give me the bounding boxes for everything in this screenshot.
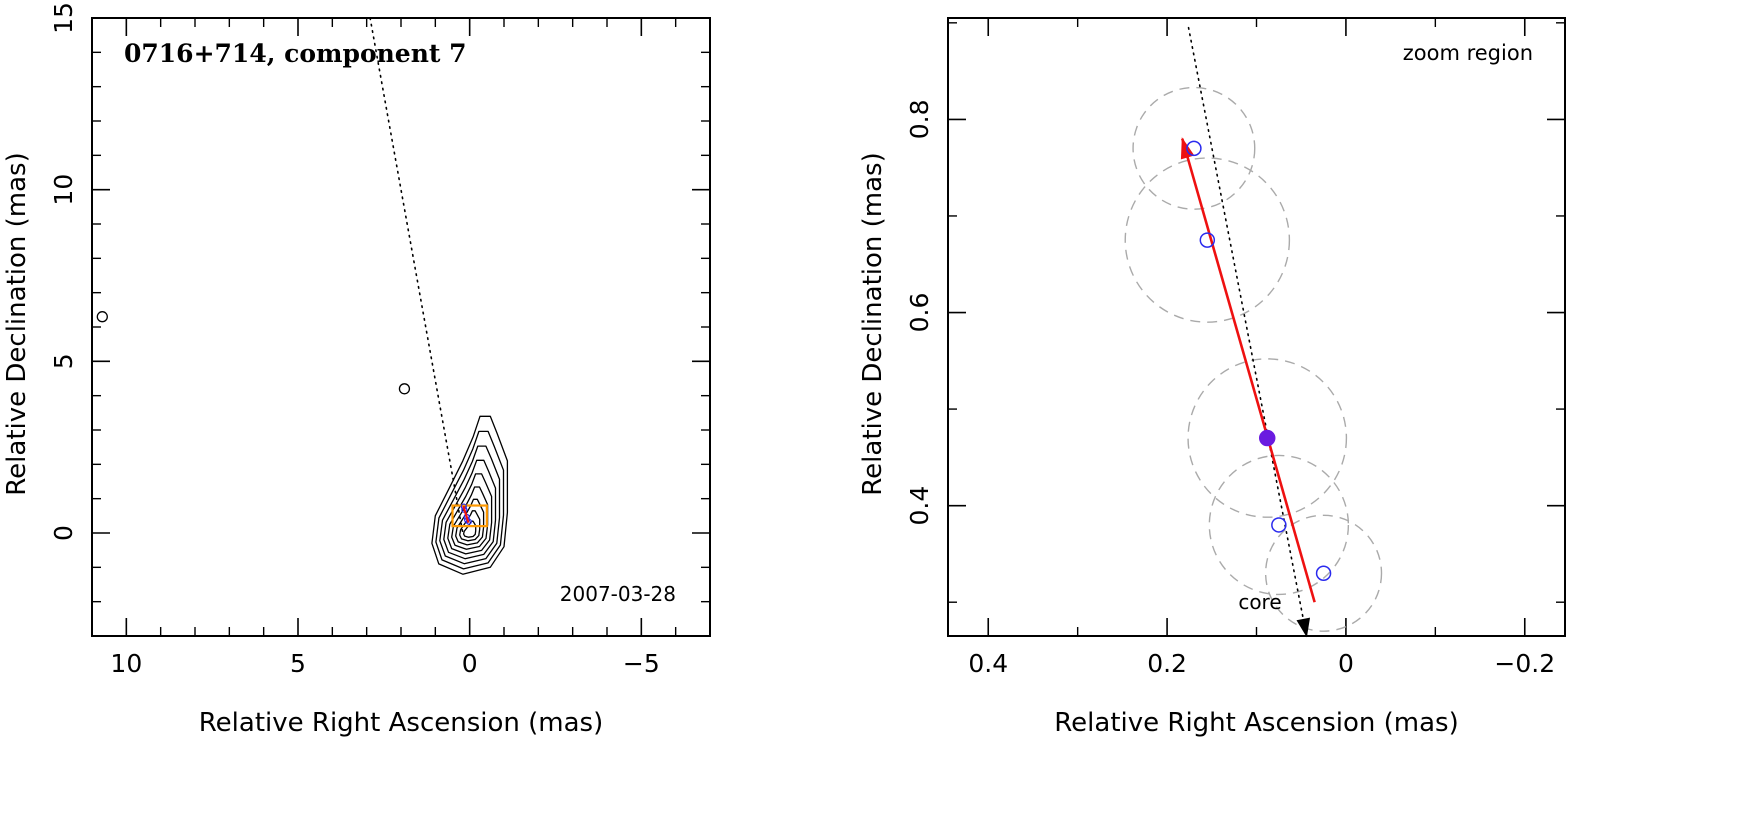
right-y-tick-label: 0.4 <box>905 486 934 526</box>
right-x-axis-label: Relative Right Ascension (mas) <box>1054 708 1458 738</box>
left-contour-line <box>435 430 505 570</box>
right-core-label: core <box>1238 590 1281 614</box>
right-component-point <box>1199 232 1216 248</box>
right-plot-content <box>1124 26 1383 638</box>
right-component-point <box>1315 565 1332 581</box>
right-plot-frame <box>947 17 1566 637</box>
right-panel: 0.4 0.2 0 −0.2 0.4 0.6 0.8 zoom region core R… <box>858 17 1566 738</box>
right-y-tick-label: 0.8 <box>905 100 934 140</box>
right-motion-vector <box>1181 138 1316 603</box>
right-component-point <box>1271 517 1287 533</box>
right-y-tick-label: 0.6 <box>905 293 934 333</box>
left-x-tick-label: 0 <box>462 649 478 678</box>
left-y-tick-label: 10 <box>49 174 78 206</box>
right-x-tick-labels: 0.4 0.2 0 −0.2 <box>968 649 1555 678</box>
left-zoom-box <box>451 504 488 528</box>
right-x-tick-label: 0.2 <box>1147 649 1187 678</box>
left-ticks <box>92 17 710 636</box>
right-x-tick-label: 0 <box>1338 649 1354 678</box>
right-error-circle <box>1208 454 1350 596</box>
left-x-tick-labels: 10 5 0 −5 <box>110 649 659 678</box>
left-contour-line <box>455 498 485 546</box>
right-x-tick-label: −0.2 <box>1494 649 1555 678</box>
right-ticks <box>948 18 1565 636</box>
right-core-arrow-head <box>1296 617 1311 638</box>
left-y-tick-label: 0 <box>49 525 78 541</box>
left-isolated-component <box>96 311 108 323</box>
left-y-axis-label: Relative Declination (mas) <box>2 152 32 495</box>
left-epoch-label: 2007-03-28 <box>560 582 676 606</box>
right-core-direction-line <box>1187 26 1308 637</box>
left-contour-line <box>431 415 509 575</box>
left-isolated-component <box>398 383 411 395</box>
left-contour-line <box>439 445 501 565</box>
right-error-circle <box>1187 358 1348 518</box>
right-error-circle <box>1264 514 1383 632</box>
right-zoom-region-label: zoom region <box>1403 41 1533 65</box>
left-y-tick-labels: 0 5 10 15 <box>49 2 78 541</box>
left-x-tick-label: 10 <box>110 649 142 678</box>
right-y-tick-labels: 0.4 0.6 0.8 <box>905 100 934 526</box>
right-x-tick-label: 0.4 <box>968 649 1008 678</box>
left-component-marker <box>465 518 472 525</box>
left-contour-line <box>451 486 489 550</box>
right-current-epoch-point <box>1258 429 1276 447</box>
right-error-circle <box>1124 157 1291 323</box>
right-error-circle <box>1132 86 1256 210</box>
left-panel: 10 5 0 −5 0 5 10 15 0716+714, component 7 2007… <box>2 2 711 738</box>
left-y-tick-label: 5 <box>49 353 78 369</box>
left-contour-line <box>443 459 497 560</box>
left-x-tick-label: −5 <box>623 649 660 678</box>
left-y-tick-label: 15 <box>49 2 78 34</box>
left-x-tick-label: 5 <box>290 649 306 678</box>
left-contour-line <box>447 473 493 555</box>
left-x-axis-label: Relative Right Ascension (mas) <box>199 708 603 738</box>
left-plot-title: 0716+714, component 7 <box>124 39 467 68</box>
left-plot-frame <box>91 17 711 637</box>
left-motion-vector <box>462 505 470 524</box>
left-plot-content <box>96 17 509 575</box>
left-contour-line <box>462 520 477 538</box>
right-y-axis-label: Relative Declination (mas) <box>858 152 888 495</box>
right-component-point <box>1186 140 1202 157</box>
left-contour-line <box>459 510 481 542</box>
left-jet-direction-line <box>369 17 464 534</box>
